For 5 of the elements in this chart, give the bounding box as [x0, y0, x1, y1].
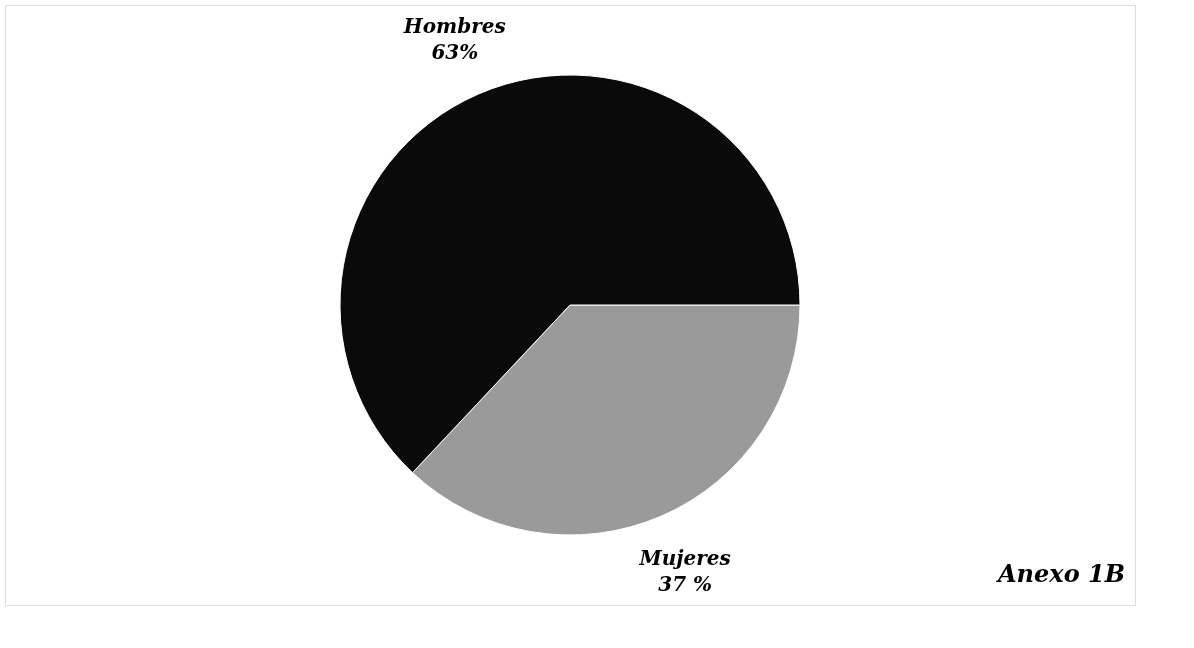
- slice-label: Hombres: [402, 13, 506, 38]
- text: Anexo 1B: [996, 559, 1125, 588]
- data-label: 63%: [431, 39, 479, 64]
- data-label: 37 %: [658, 572, 713, 597]
- slice-label: Mujeres: [638, 546, 731, 571]
